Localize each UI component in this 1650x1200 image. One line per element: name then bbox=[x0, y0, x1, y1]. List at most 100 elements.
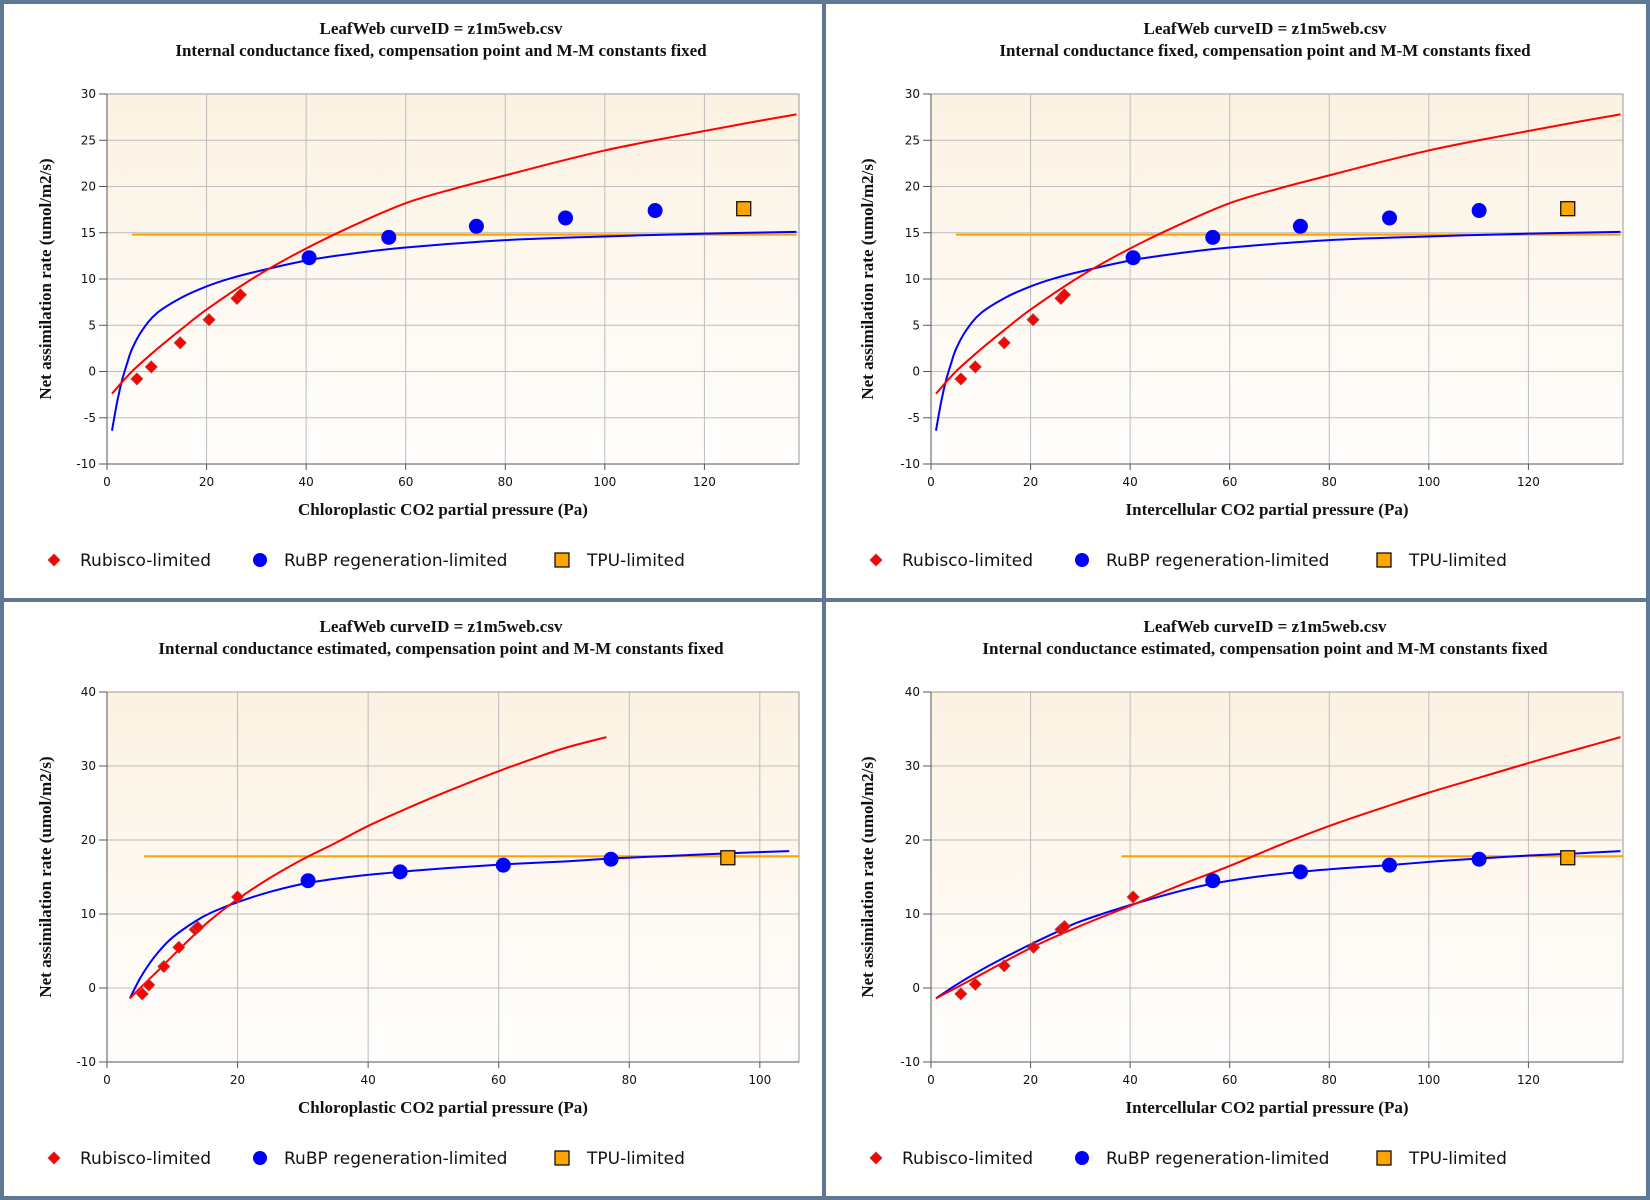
x-tick-label: 80 bbox=[498, 475, 513, 489]
x-tick-label: 120 bbox=[693, 475, 716, 489]
legend-label-rubp: RuBP regeneration-limited bbox=[1106, 1149, 1329, 1169]
legend-diamond-icon bbox=[869, 553, 883, 567]
rubp-point bbox=[1125, 250, 1141, 266]
x-tick-label: 20 bbox=[230, 1073, 245, 1087]
legend-label-rubp: RuBP regeneration-limited bbox=[284, 1149, 507, 1169]
plot-series bbox=[128, 736, 799, 1001]
y-tick-label: 25 bbox=[905, 133, 920, 147]
y-tick-label: 0 bbox=[88, 981, 96, 995]
x-axis-title: Intercellular CO2 partial pressure (Pa) bbox=[1126, 1098, 1409, 1117]
x-tick-label: 20 bbox=[1023, 1073, 1038, 1087]
x-tick-label: 60 bbox=[1222, 475, 1237, 489]
rubisco-point bbox=[968, 360, 982, 374]
chart-svg: LeafWeb curveID = z1m5web.csv Internal co… bbox=[858, 19, 1624, 571]
rubp-point bbox=[1382, 857, 1398, 873]
rubisco-point bbox=[172, 940, 186, 954]
legend-square-icon bbox=[554, 1150, 570, 1166]
x-tick-label: 20 bbox=[199, 475, 214, 489]
y-tick-label: 15 bbox=[81, 226, 96, 240]
x-tick-label: 60 bbox=[1222, 1073, 1237, 1087]
x-tick-label: 40 bbox=[360, 1073, 375, 1087]
rubisco-point bbox=[142, 978, 156, 992]
y-axis-title: Net assimilation rate (umol/m2/s) bbox=[858, 158, 877, 399]
y-tick-label: 0 bbox=[88, 365, 96, 379]
chart-subtitle: Internal conductance fixed, compensation… bbox=[999, 41, 1531, 60]
legend-square-icon bbox=[1376, 1150, 1392, 1166]
chart-panel-bottom-right: LeafWeb curveID = z1m5web.csv Internal co… bbox=[826, 602, 1646, 1196]
legend-diamond-icon bbox=[47, 553, 61, 567]
rubp-point bbox=[1292, 218, 1308, 234]
y-tick-label: -10 bbox=[900, 1055, 920, 1069]
rubisco-point bbox=[202, 313, 216, 327]
y-tick-label: 10 bbox=[81, 272, 96, 286]
x-axis-title: Chloroplastic CO2 partial pressure (Pa) bbox=[298, 1098, 588, 1117]
x-axis-title: Chloroplastic CO2 partial pressure (Pa) bbox=[298, 500, 588, 519]
chart-title: LeafWeb curveID = z1m5web.csv bbox=[1144, 617, 1387, 636]
y-tick-label: -10 bbox=[76, 457, 96, 471]
x-tick-label: 0 bbox=[103, 1073, 111, 1087]
legend-square-icon bbox=[1376, 552, 1392, 568]
x-tick-label: 0 bbox=[103, 475, 111, 489]
rubisco-fit-curve bbox=[111, 113, 797, 395]
rubp-point bbox=[558, 210, 574, 226]
rubisco-fit-curve bbox=[129, 736, 607, 1000]
x-tick-label: 100 bbox=[1417, 1073, 1440, 1087]
rubisco-point bbox=[954, 372, 968, 386]
legend-label-rubisco: Rubisco-limited bbox=[902, 551, 1033, 571]
rubisco-point bbox=[130, 372, 144, 386]
rubp-point bbox=[392, 864, 408, 880]
tpu-point bbox=[736, 201, 752, 217]
rubisco-point bbox=[233, 288, 247, 302]
x-tick-label: 100 bbox=[748, 1073, 771, 1087]
tpu-point bbox=[1560, 850, 1576, 866]
rubisco-point bbox=[997, 959, 1011, 973]
chart-svg: LeafWeb curveID = z1m5web.csv Internal co… bbox=[36, 617, 800, 1169]
legend-circle-icon bbox=[253, 1151, 267, 1165]
rubisco-point bbox=[954, 987, 968, 1001]
rubp-point bbox=[1205, 229, 1221, 245]
chart-svg: LeafWeb curveID = z1m5web.csv Internal co… bbox=[36, 19, 800, 571]
x-axis-title: Intercellular CO2 partial pressure (Pa) bbox=[1126, 500, 1409, 519]
rubisco-fit-curve bbox=[935, 113, 1621, 395]
legend-square-icon bbox=[554, 552, 570, 568]
rubisco-point bbox=[173, 336, 187, 350]
y-tick-label: 20 bbox=[905, 833, 920, 847]
legend-label-tpu: TPU-limited bbox=[586, 551, 685, 571]
legend: Rubisco-limited RuBP regeneration-limited… bbox=[47, 1149, 685, 1169]
y-tick-label: 20 bbox=[81, 833, 96, 847]
y-tick-label: 10 bbox=[905, 272, 920, 286]
tpu-point bbox=[720, 850, 736, 866]
plot-series bbox=[934, 113, 1621, 431]
chart-subtitle: Internal conductance fixed, compensation… bbox=[175, 41, 707, 60]
rubisco-point bbox=[1026, 940, 1041, 954]
y-tick-label: 0 bbox=[912, 981, 920, 995]
x-tick-label: 120 bbox=[1517, 1073, 1540, 1087]
rubisco-point bbox=[144, 360, 158, 374]
y-tick-label: 40 bbox=[905, 685, 920, 699]
rubisco-point bbox=[135, 987, 149, 1001]
legend-circle-icon bbox=[1075, 553, 1089, 567]
rubisco-point bbox=[157, 959, 171, 974]
x-tick-label: 100 bbox=[1417, 475, 1440, 489]
legend-diamond-icon bbox=[47, 1151, 61, 1165]
rubisco-point bbox=[191, 920, 205, 934]
chart-panel-bottom-left: LeafWeb curveID = z1m5web.csv Internal co… bbox=[4, 602, 822, 1196]
y-tick-label: 20 bbox=[905, 180, 920, 194]
legend-label-tpu: TPU-limited bbox=[1408, 1149, 1507, 1169]
legend-label-rubisco: Rubisco-limited bbox=[80, 1149, 211, 1169]
legend-label-rubisco: Rubisco-limited bbox=[902, 1149, 1033, 1169]
rubisco-point bbox=[231, 890, 245, 904]
chart-panel-top-right: LeafWeb curveID = z1m5web.csv Internal co… bbox=[826, 4, 1646, 598]
y-tick-label: 30 bbox=[905, 87, 920, 101]
chart-subtitle: Internal conductance estimated, compensa… bbox=[158, 639, 724, 658]
y-tick-label: 5 bbox=[912, 318, 920, 332]
legend-circle-icon bbox=[1075, 1151, 1089, 1165]
x-tick-label: 40 bbox=[1122, 1073, 1137, 1087]
rubp-point bbox=[1382, 210, 1398, 226]
y-tick-label: 30 bbox=[81, 759, 96, 773]
chart-subtitle: Internal conductance estimated, compensa… bbox=[982, 639, 1548, 658]
rubisco-point bbox=[997, 336, 1011, 350]
y-tick-label: 0 bbox=[912, 365, 920, 379]
rubp-point bbox=[1471, 203, 1487, 219]
x-tick-label: 80 bbox=[1322, 475, 1337, 489]
